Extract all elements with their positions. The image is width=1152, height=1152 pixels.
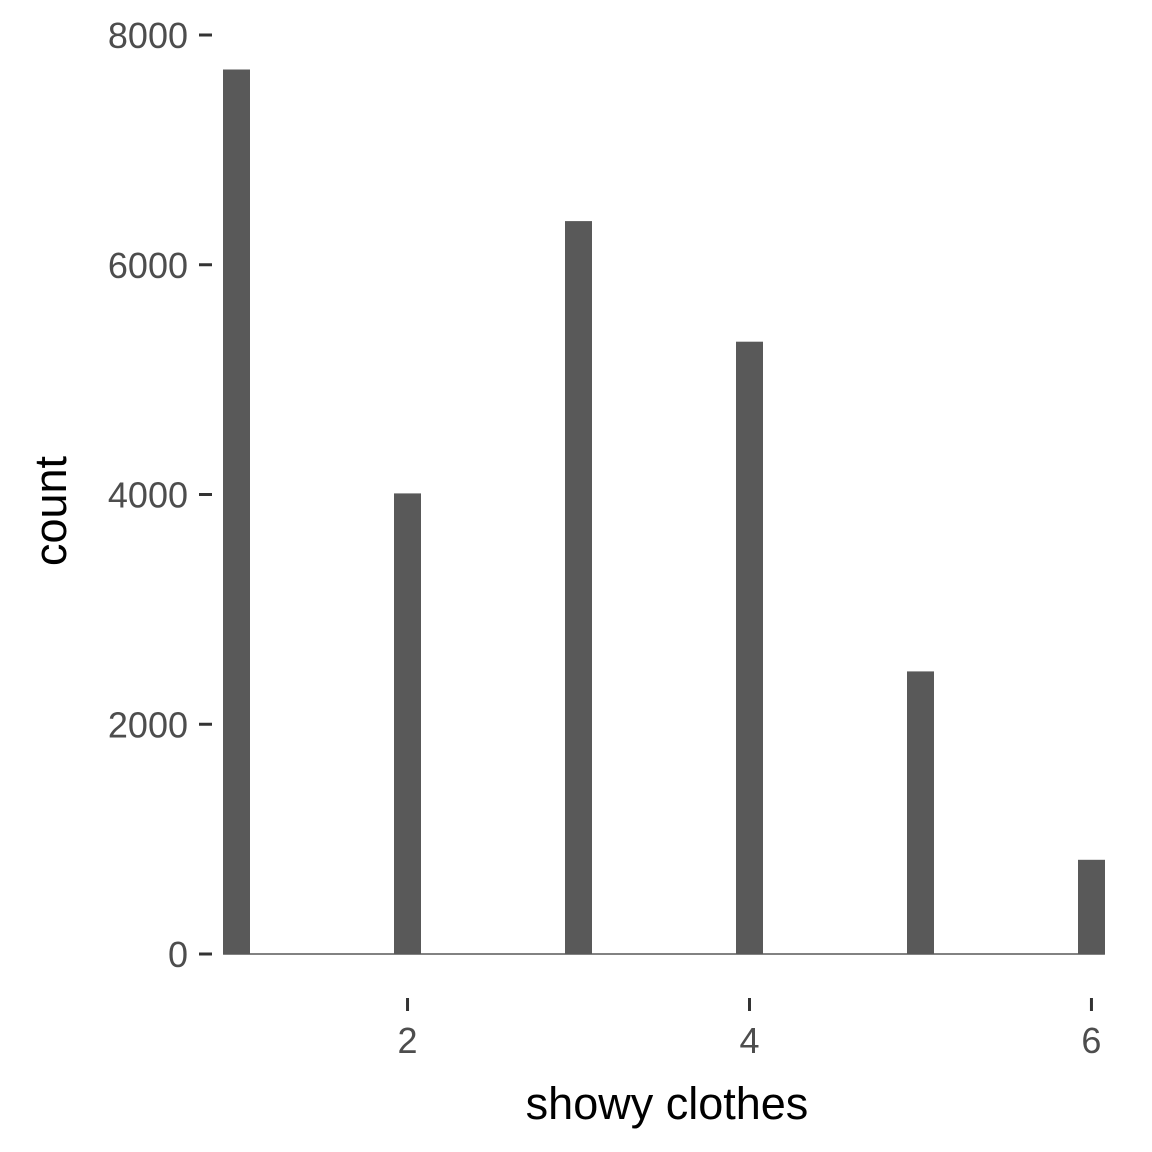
bars	[223, 69, 1105, 955]
y-tick-label: 8000	[108, 15, 188, 56]
x-axis: 2 4 6	[398, 998, 1101, 1061]
bar	[223, 69, 250, 954]
y-tick-label: 2000	[108, 704, 188, 745]
y-tick-label: 6000	[108, 245, 188, 286]
x-tick-label: 6	[1081, 1020, 1101, 1061]
bar	[565, 221, 592, 955]
bar	[394, 493, 421, 954]
x-tick-label: 2	[398, 1020, 418, 1061]
y-axis-title: count	[25, 455, 76, 566]
x-axis-title: showy clothes	[526, 1078, 809, 1129]
y-axis: 0 2000 4000 6000 8000	[108, 15, 212, 975]
x-tick-label: 4	[739, 1020, 759, 1061]
bar	[907, 671, 934, 954]
y-tick-label: 4000	[108, 475, 188, 516]
bar	[736, 341, 763, 954]
bar	[1078, 859, 1105, 954]
y-tick-label: 0	[168, 934, 188, 975]
